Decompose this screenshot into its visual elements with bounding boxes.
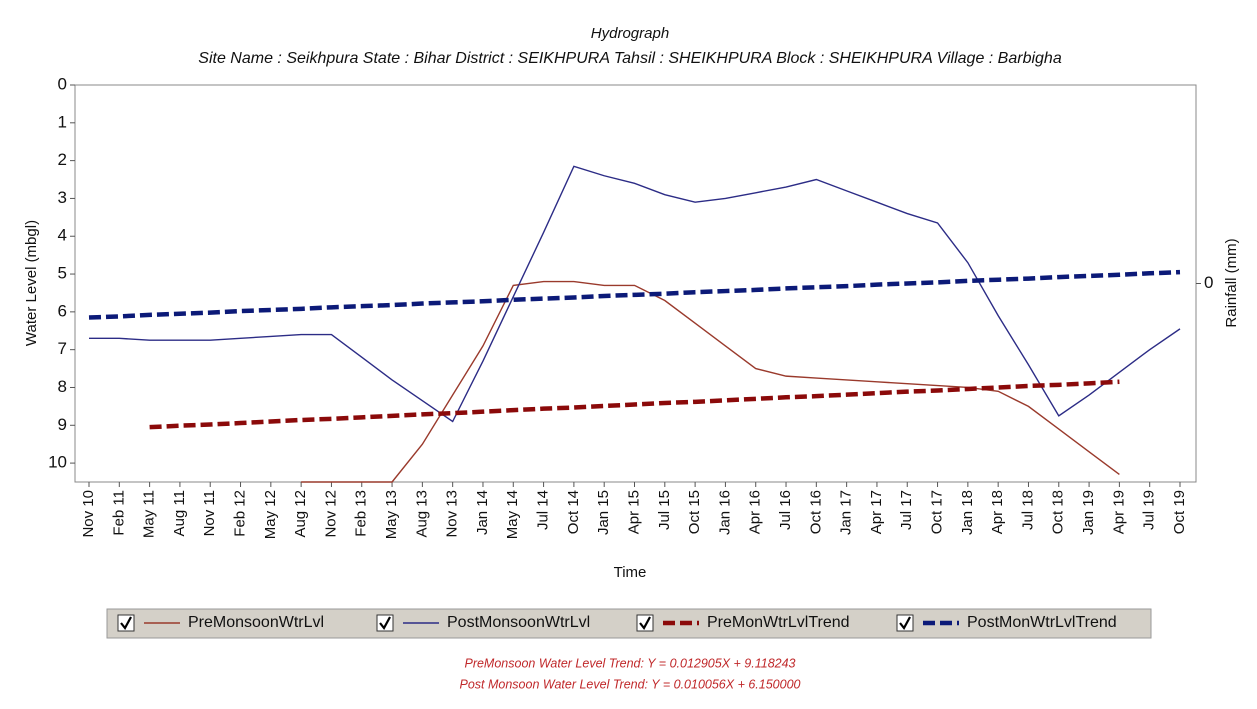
x-tick-label: Jul 15 xyxy=(656,490,673,530)
x-axis-label: Time xyxy=(614,564,647,581)
x-tick-label: Oct 18 xyxy=(1050,490,1067,534)
x-tick-label: Jan 18 xyxy=(959,490,976,535)
series-line xyxy=(149,379,1120,430)
x-tick-label: Jan 17 xyxy=(838,490,855,535)
x-tick-label: Nov 10 xyxy=(80,490,97,538)
legend-label: PostMonWtrLvlTrend xyxy=(967,614,1117,631)
x-tick-label: Feb 11 xyxy=(110,490,127,536)
legend-label: PreMonWtrLvlTrend xyxy=(707,614,850,631)
trend-note: Post Monsoon Water Level Trend: Y = 0.01… xyxy=(460,677,801,691)
x-tick-label: Oct 19 xyxy=(1171,490,1188,534)
x-tick-label: Feb 13 xyxy=(353,490,370,537)
x-tick-label: Apr 15 xyxy=(625,490,642,534)
legend xyxy=(106,608,1152,639)
x-tick-label: Apr 18 xyxy=(989,490,1006,534)
x-tick-label: Apr 19 xyxy=(1110,490,1127,534)
x-tick-label: Jul 14 xyxy=(535,490,552,530)
legend-label: PostMonsoonWtrLvl xyxy=(447,614,590,631)
y-tick-label: 10 xyxy=(48,453,67,472)
y-tick-label: 8 xyxy=(58,377,67,396)
legend-check xyxy=(639,616,651,630)
y-tick-label: 4 xyxy=(58,226,67,245)
y-tick-label: 0 xyxy=(58,74,67,93)
y-tick-label: 1 xyxy=(58,112,67,131)
x-tick-label: Apr 16 xyxy=(747,490,764,534)
x-tick-label: Aug 11 xyxy=(171,490,188,536)
series-line xyxy=(88,269,1181,320)
chart-title: Hydrograph xyxy=(591,25,669,42)
trend-note: PreMonsoon Water Level Trend: Y = 0.0129… xyxy=(464,656,795,670)
x-tick-label: Oct 14 xyxy=(565,490,582,534)
x-tick-label: Jul 17 xyxy=(898,490,915,530)
y-tick-label: 9 xyxy=(58,415,67,434)
y-tick-label: 7 xyxy=(58,339,67,358)
x-tick-label: Feb 12 xyxy=(231,490,248,537)
x-tick-label: Jan 16 xyxy=(716,490,733,535)
x-tick-label: May 11 xyxy=(141,490,158,538)
x-tick-label: Jan 19 xyxy=(1080,490,1097,535)
x-tick-label: Oct 17 xyxy=(929,490,946,534)
x-tick-label: Aug 12 xyxy=(292,490,309,538)
chart-subtitle: Site Name : Seikhpura State : Bihar Dist… xyxy=(198,50,1062,67)
x-tick-label: Oct 16 xyxy=(807,490,824,534)
y-tick-label: 2 xyxy=(58,150,67,169)
x-tick-label: Nov 13 xyxy=(444,490,461,538)
legend-check xyxy=(120,616,132,630)
x-tick-label: Apr 17 xyxy=(868,490,885,534)
x-tick-label: Jan 14 xyxy=(474,490,491,535)
legend-check xyxy=(379,616,391,630)
x-tick-label: Jul 19 xyxy=(1141,490,1158,530)
x-tick-label: Jul 16 xyxy=(777,490,794,530)
x-tick-label: May 13 xyxy=(383,490,400,539)
x-tick-label: Jul 18 xyxy=(1019,490,1036,530)
x-tick-label: Jan 15 xyxy=(595,490,612,535)
x-tick-label: Nov 12 xyxy=(322,490,339,538)
y2-tick-label: 0 xyxy=(1204,273,1213,292)
y-axis-label: Water Level (mbgl) xyxy=(23,220,40,346)
y2-axis-label: Rainfall (mm) xyxy=(1223,238,1240,327)
x-tick-label: May 14 xyxy=(504,490,521,539)
y-tick-label: 5 xyxy=(58,264,67,283)
y-tick-label: 3 xyxy=(58,188,67,207)
legend-check xyxy=(899,616,911,630)
x-tick-label: Nov 11 xyxy=(201,490,218,536)
x-tick-label: Oct 15 xyxy=(686,490,703,534)
y-tick-label: 6 xyxy=(58,301,67,320)
x-tick-label: May 12 xyxy=(262,490,279,539)
legend-label: PreMonsoonWtrLvl xyxy=(188,614,324,631)
series-line xyxy=(89,165,1181,423)
x-tick-label: Aug 13 xyxy=(413,490,430,538)
